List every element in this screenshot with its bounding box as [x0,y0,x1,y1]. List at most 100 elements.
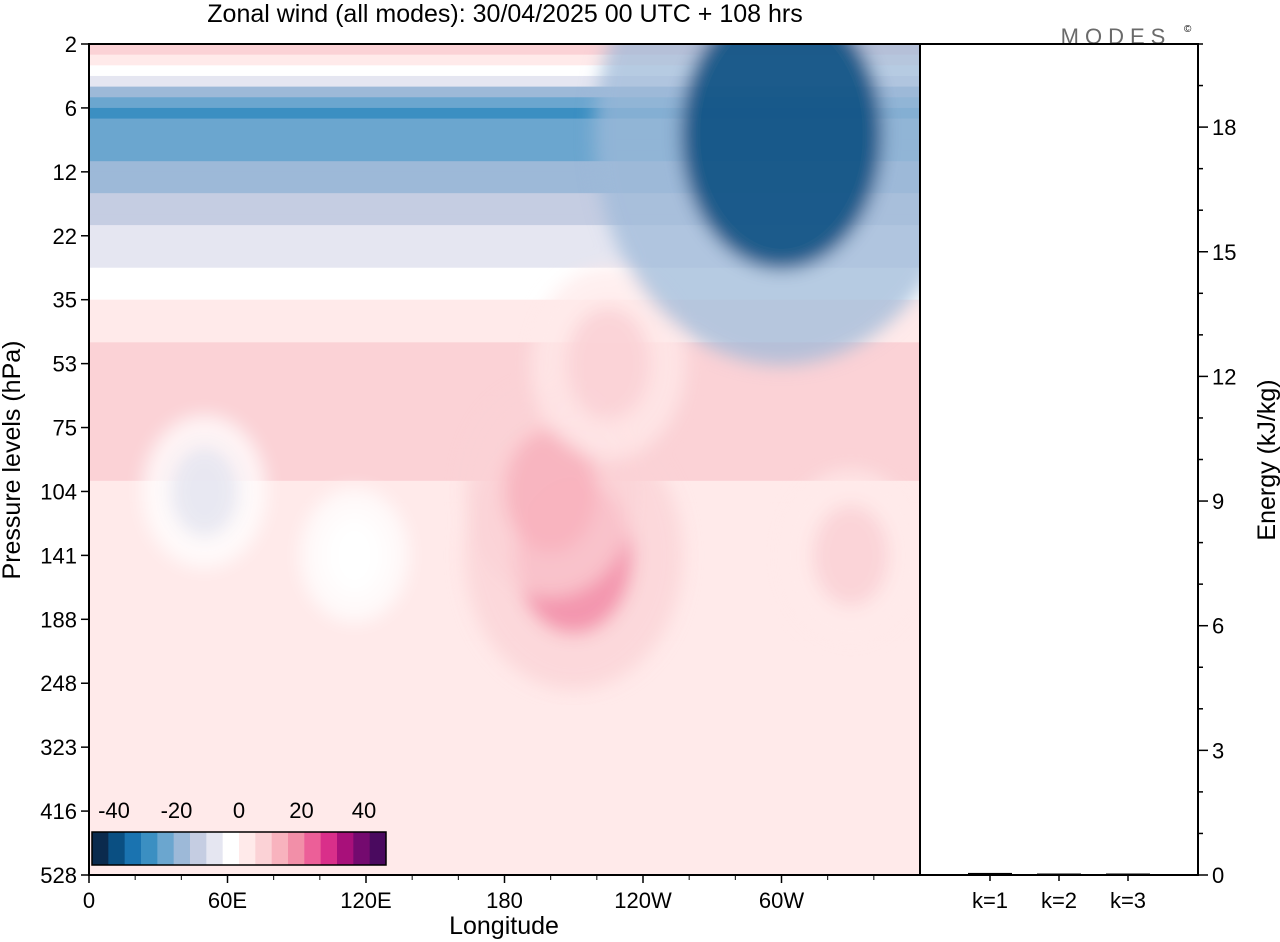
heatmap-band [89,757,920,770]
colorbar-swatch [157,832,175,865]
heatmap-band [89,789,920,802]
heatmap-feature-core [325,516,384,595]
longitude-tick-label: 180 [486,888,523,913]
zonal-wind-heatmap [89,44,920,875]
heatmap-band [89,736,920,749]
pressure-tick-label: 416 [40,799,77,824]
energy-tick-label: 18 [1212,115,1236,140]
colorbar-swatch [124,832,142,865]
heatmap-band [89,299,920,312]
heatmap-band [89,97,920,109]
pressure-tick-label: 35 [53,288,77,313]
energy-category-label: k=3 [1110,888,1146,913]
heatmap-band [89,800,920,813]
longitude-axis-label: Longitude [449,912,559,940]
energy-axis: 0 3 6 9 12 15 18 [1198,43,1236,888]
heatmap-band [89,107,920,120]
longitude-tick-label: 0 [83,888,95,913]
heatmap-band [89,54,920,67]
energy-categories: k=1 k=2 k=3 [972,875,1146,913]
energy-bars [968,872,1150,875]
colorbar-tick-label: 20 [289,798,313,823]
heatmap-band [89,864,920,875]
heatmap-band [89,267,920,280]
pressure-tick-label: 22 [53,224,77,249]
heatmap-band [89,747,920,759]
colorbar-swatch [369,832,387,865]
pressure-tick-label: 141 [40,543,77,568]
heatmap-band [89,395,920,408]
energy-bar [1106,873,1150,875]
heatmap-band [89,843,920,855]
heatmap-band [89,278,920,291]
energy-tick-label: 9 [1212,489,1224,514]
heatmap-band [89,374,920,386]
colorbar-tick-label: 40 [352,798,376,823]
heatmap-band [89,811,920,823]
colorbar-swatch [173,832,191,865]
heatmap-band [89,203,920,216]
heatmap-band [89,779,920,791]
longitude-tick-label: 60E [208,888,247,913]
heatmap-features [142,44,920,690]
heatmap-band [89,65,920,77]
heatmap-band [89,214,920,227]
heatmap-band [89,257,920,269]
energy-tick-label: 0 [1212,863,1224,888]
energy-bar [968,872,1012,875]
colorbar-swatch [255,832,273,865]
longitude-axis: 0 60E 120E 180 120W 60W [83,875,875,913]
pressure-tick-label: 6 [65,96,77,121]
heatmap-band [89,331,920,344]
energy-category-label: k=1 [972,888,1008,913]
energy-tick-label: 3 [1212,738,1224,763]
energy-tick-label: 12 [1212,364,1236,389]
heatmap-band [89,129,920,141]
colorbar-swatch [337,832,354,865]
colorbar-swatch [320,832,338,865]
heatmap-band [89,150,920,163]
heatmap-band [89,310,920,322]
heatmap-feature-core [566,307,651,420]
energy-bar [1037,873,1081,875]
heatmap-band [89,246,920,259]
heatmap-band [89,821,920,834]
heatmap-band [89,75,920,88]
heatmap-feature-core [680,44,883,269]
colorbar-swatch [92,832,109,865]
longitude-tick-label: 60W [759,888,804,913]
heatmap-band [89,693,920,706]
colorbar-swatch [288,832,305,865]
pressure-tick-label: 12 [53,160,77,185]
pressure-tick-label: 53 [53,352,77,377]
heatmap-band [89,352,920,365]
colorbar-swatch [222,832,240,865]
pressure-axis-label: Pressure levels (hPa) [0,341,26,580]
heatmap-band [89,661,920,674]
energy-panel-frame [919,43,1199,876]
pressure-tick-label: 323 [40,735,77,760]
pressure-tick-label: 188 [40,607,77,632]
heatmap-band [89,704,920,717]
energy-axis-label: Energy (kJ/kg) [1253,379,1280,540]
heatmap-feature-core [504,429,597,554]
colorbar [91,831,387,866]
heatmap-band [89,672,920,685]
heatmap-band [89,182,920,195]
energy-category-label: k=2 [1041,888,1077,913]
heatmap-band [89,768,920,781]
colorbar-swatch [271,832,289,865]
longitude-tick-label: 120W [614,888,672,913]
colorbar-frame [91,831,387,866]
heatmap-band [89,683,920,695]
chart-title: Zonal wind (all modes): 30/04/2025 00 UT… [207,0,802,28]
longitude-tick-label: 120E [340,888,391,913]
heatmap-feature-core [170,446,239,537]
colorbar-tick-label: -40 [98,798,130,823]
heatmap-band [89,139,920,152]
heatmap-band [89,384,920,397]
pressure-tick-label: 75 [53,416,77,441]
pressure-axis: 2 6 12 22 35 53 75 104 141 188 248 323 416 528 [40,32,89,888]
heatmap-band [89,289,920,301]
